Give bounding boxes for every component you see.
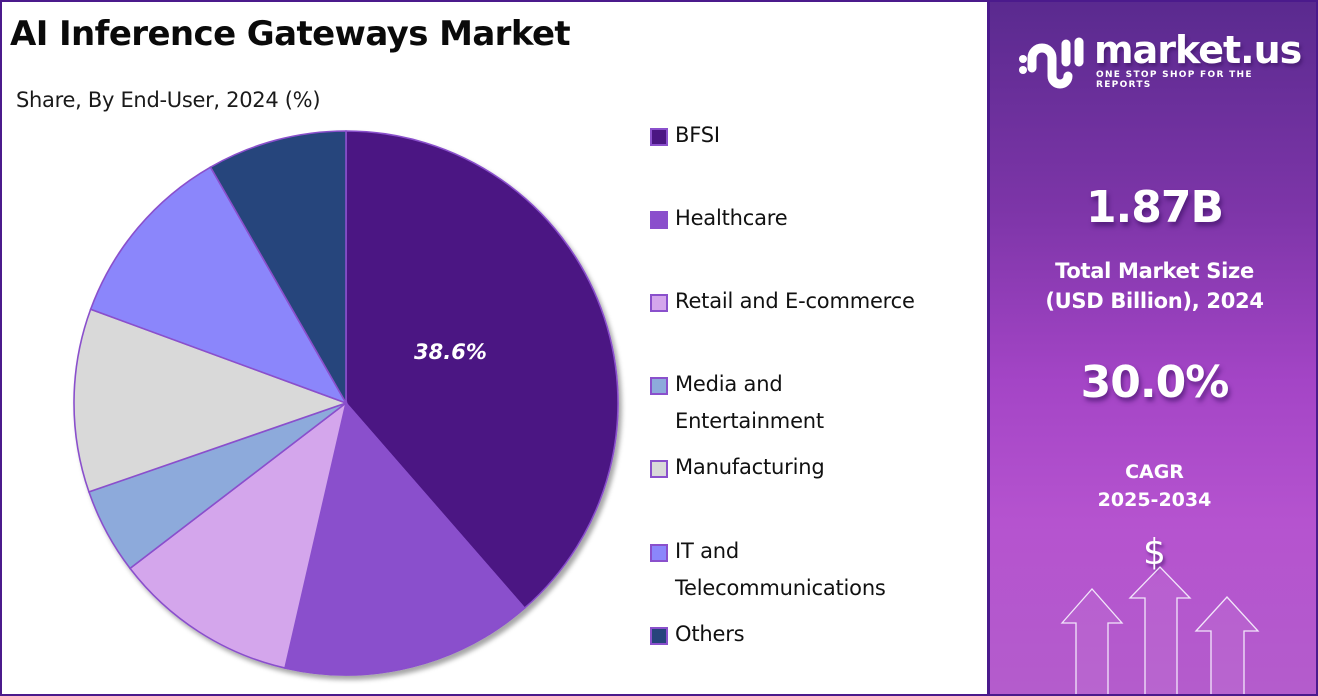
legend-label: Retail and E-commerce <box>675 289 915 313</box>
legend-swatch <box>650 544 668 562</box>
summary-panel: market.us ONE STOP SHOP FOR THE REPORTS … <box>987 2 1316 694</box>
chart-legend: BFSI Healthcare Retail and E-commerce Me… <box>650 0 980 696</box>
market-size-value: 1.87B <box>1085 182 1224 233</box>
legend-label: BFSI <box>675 123 720 147</box>
page-title: AI Inference Gateways Market <box>10 14 571 54</box>
cagr-caption-line2: 2025-2034 <box>1097 489 1212 511</box>
legend-item-manufacturing: Manufacturing <box>650 455 825 486</box>
legend-label: Others <box>675 622 745 646</box>
legend-swatch <box>650 627 668 645</box>
legend-label: Healthcare <box>675 206 788 230</box>
brand-logo: market.us ONE STOP SHOP FOR THE REPORTS <box>1018 28 1308 92</box>
pie-slice-healthcare <box>284 401 526 676</box>
legend-item-it-telecom: IT and Telecommunications <box>650 539 950 607</box>
legend-item-others: Others <box>650 622 745 653</box>
pie-slice-others <box>209 130 347 406</box>
market-us-logo-icon <box>1019 37 1084 89</box>
market-size-caption-line1: Total Market Size <box>1055 259 1254 283</box>
dollar-icon: $ <box>1143 532 1166 573</box>
pie-slice-manufacturing <box>73 308 349 493</box>
legend-swatch <box>650 460 668 478</box>
legend-item-bfsi: BFSI <box>650 123 720 154</box>
growth-arrows-icon <box>1060 566 1260 694</box>
pie-chart: 38.6% <box>0 0 640 696</box>
legend-swatch <box>650 377 668 395</box>
cagr-value: 30.0% <box>1080 357 1230 408</box>
bfsi-share-label: 38.6% <box>414 340 487 364</box>
brand-name: market.us <box>1094 28 1302 72</box>
legend-item-healthcare: Healthcare <box>650 206 788 237</box>
legend-item-media: Media and Entertainment <box>650 372 850 440</box>
legend-label: Manufacturing <box>675 455 825 479</box>
legend-swatch <box>650 211 668 229</box>
brand-tagline: ONE STOP SHOP FOR THE REPORTS <box>1096 70 1253 90</box>
cagr-caption-line1: CAGR <box>1125 461 1184 483</box>
pie-slice-bfsi <box>345 130 619 610</box>
pie-chart-svg <box>73 130 619 676</box>
legend-item-retail: Retail and E-commerce <box>650 289 915 320</box>
pie-slice-retail-and-e-commerce <box>128 401 348 670</box>
market-size-caption-line2: (USD Billion), 2024 <box>1045 289 1264 313</box>
legend-swatch <box>650 294 668 312</box>
chart-subtitle: Share, By End-User, 2024 (%) <box>16 88 321 112</box>
legend-swatch <box>650 128 668 146</box>
legend-label: Media and Entertainment <box>675 372 824 433</box>
legend-label: IT and Telecommunications <box>675 539 886 600</box>
pie-slice-it-and-telecommunications <box>89 166 348 405</box>
